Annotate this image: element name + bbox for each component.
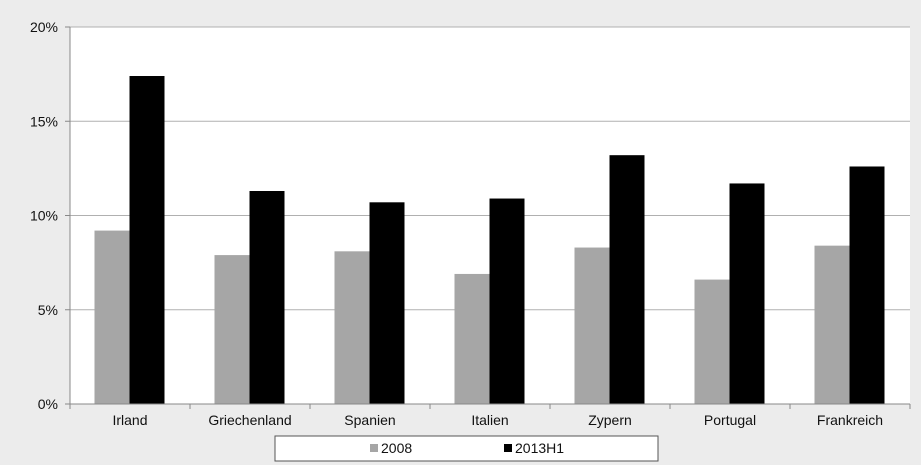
x-tick-label: Portugal xyxy=(704,412,756,428)
y-tick-label: 15% xyxy=(30,113,58,129)
bar-2013H1-griechenland xyxy=(249,190,285,404)
bars xyxy=(94,76,885,404)
bar-2008-spanien xyxy=(334,251,370,404)
bar-2008-zypern xyxy=(574,247,610,404)
x-tick-label: Italien xyxy=(471,412,508,428)
x-tick-label: Frankreich xyxy=(817,412,883,428)
y-tick-label: 0% xyxy=(38,396,58,412)
legend-swatch-2008 xyxy=(370,444,378,452)
x-tick-label: Irland xyxy=(112,412,147,428)
bar-2008-irland xyxy=(94,230,130,404)
legend-box xyxy=(274,435,659,462)
bar-2008-griechenland xyxy=(214,255,250,404)
bar-2013H1-frankreich xyxy=(849,166,885,404)
x-tick-label: Griechenland xyxy=(208,412,291,428)
legend-label-2008: 2008 xyxy=(381,440,412,456)
y-tick-label: 20% xyxy=(30,19,58,35)
bar-2013H1-italien xyxy=(489,198,525,404)
y-tick-label: 10% xyxy=(30,208,58,224)
x-tick-label: Zypern xyxy=(588,412,632,428)
y-axis-ticks: 0% 5% 10% 15% 20% xyxy=(30,19,70,412)
bar-2013H1-irland xyxy=(129,76,165,404)
legend-label-2013H1: 2013H1 xyxy=(515,440,564,456)
bar-2008-frankreich xyxy=(814,245,850,404)
bar-2013H1-portugal xyxy=(729,183,765,404)
bar-2008-italien xyxy=(454,273,490,404)
y-tick-label: 5% xyxy=(38,302,58,318)
legend: 2008 2013H1 xyxy=(274,435,659,462)
legend-swatch-2013H1 xyxy=(504,444,512,452)
x-axis-labels: Irland Griechenland Spanien Italien Zypern Po… xyxy=(112,412,883,428)
axes xyxy=(69,27,911,409)
bar-2013H1-spanien xyxy=(369,202,405,404)
bar-2013H1-zypern xyxy=(609,155,645,404)
bar-2008-portugal xyxy=(694,279,730,404)
x-tick-label: Spanien xyxy=(344,412,395,428)
